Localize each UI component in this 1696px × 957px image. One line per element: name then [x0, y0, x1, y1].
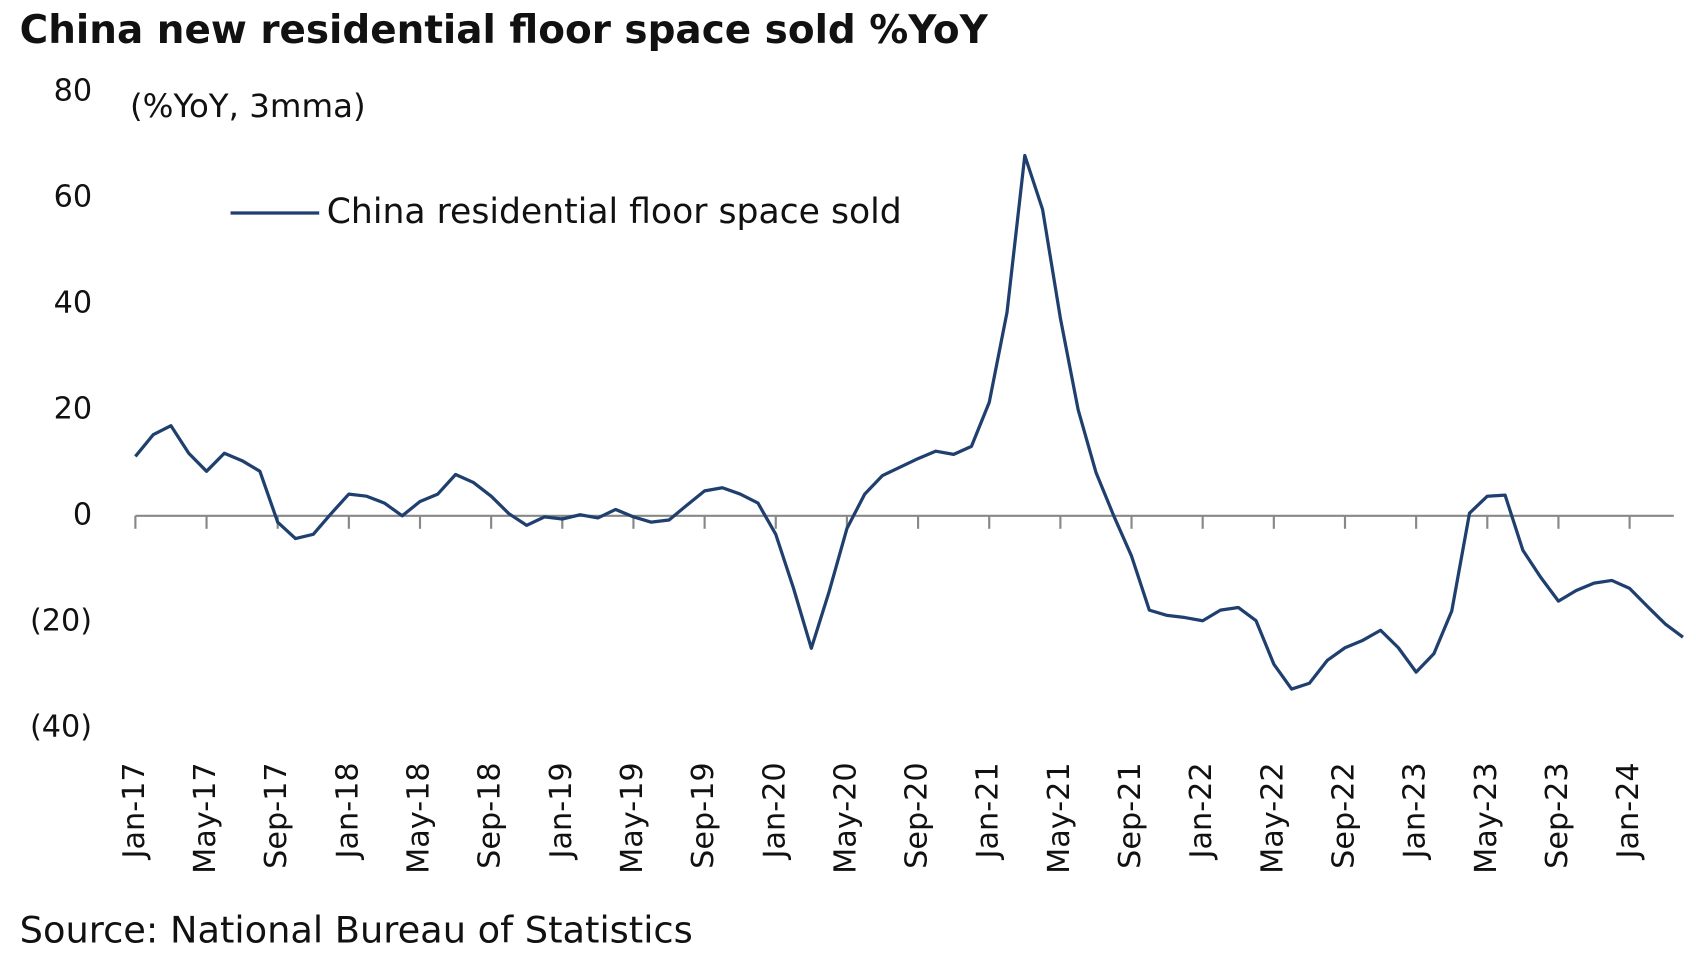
chart-title: China new residential floor space sold %…: [20, 8, 989, 53]
x-tick-label: May-22: [1255, 762, 1290, 873]
x-tick-label: Sep-17: [259, 762, 294, 868]
x-tick-label: May-20: [828, 762, 863, 873]
x-tick-label: Jan-19: [544, 762, 579, 860]
series-line: [134, 153, 1684, 691]
y-tick-label: (20): [30, 603, 92, 638]
x-tick-label: Sep-18: [473, 762, 508, 868]
y-tick-label: 20: [54, 391, 93, 426]
x-tick-label: Jan-22: [1184, 762, 1219, 860]
source: Source: National Bureau of Statistics: [20, 909, 693, 952]
x-tick-label: Sep-22: [1326, 762, 1361, 868]
x-tick-label: Jan-20: [757, 762, 792, 860]
y-tick-label: 60: [54, 179, 93, 214]
x-tick-label: May-17: [188, 762, 223, 873]
x-tick-label: Jan-17: [117, 762, 152, 860]
x-tick-label: May-23: [1469, 762, 1504, 873]
x-tick-label: May-21: [1042, 762, 1077, 873]
x-tick-label: Sep-20: [900, 762, 935, 868]
y-tick-label: 40: [54, 285, 93, 320]
x-tick-label: Jan-24: [1611, 762, 1646, 860]
legend-label: China residential floor space sold: [327, 192, 902, 232]
y-tick-label: 80: [54, 73, 93, 108]
x-tick-label: Sep-19: [686, 762, 721, 868]
y-axis-label: (%YoY, 3mma): [130, 87, 366, 125]
x-tick-label: Jan-23: [1398, 762, 1433, 860]
y-tick-label: (40): [30, 709, 92, 744]
x-tick-label: Sep-23: [1540, 762, 1575, 868]
x-tick-label: May-19: [615, 762, 650, 873]
x-tick-label: Jan-18: [330, 762, 365, 860]
x-tick-label: Jan-21: [971, 762, 1006, 860]
y-tick-label: 0: [73, 497, 92, 532]
x-tick-label: May-18: [401, 762, 436, 873]
x-tick-label: Sep-21: [1113, 762, 1148, 868]
